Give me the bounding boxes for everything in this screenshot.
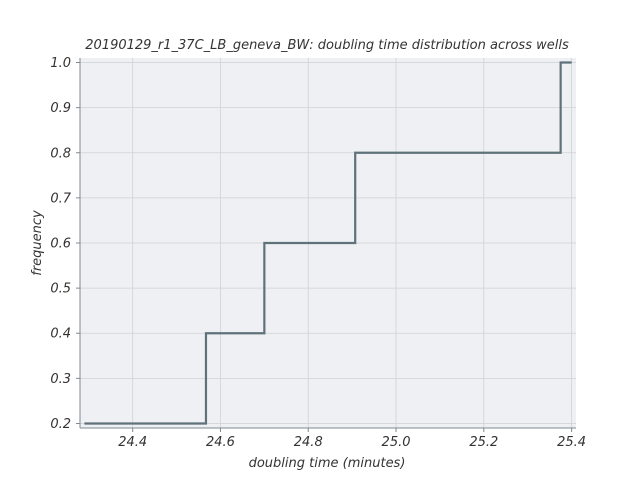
- y-tick-label: 1.0: [50, 56, 71, 71]
- y-tick-label: 0.9: [50, 101, 71, 116]
- y-tick-label: 0.3: [50, 372, 71, 387]
- x-tick-label: 25.0: [382, 435, 411, 450]
- series-line: [84, 61, 572, 425]
- x-tick-label: 24.8: [294, 435, 323, 450]
- chart-title: 20190129_r1_37C_LB_geneva_BW: doubling t…: [85, 38, 569, 53]
- x-tick-label: 24.6: [206, 435, 235, 450]
- y-tick-label: 0.6: [50, 237, 71, 252]
- y-tick-label: 0.5: [50, 282, 71, 297]
- y-tick-label: 0.4: [50, 327, 71, 342]
- y-tick-label: 0.7: [50, 191, 71, 206]
- x-tick-label: 25.4: [557, 435, 586, 450]
- x-axis-label: doubling time (minutes): [249, 456, 406, 471]
- x-tick-label: 24.4: [118, 435, 147, 450]
- x-tick-label: 25.2: [469, 435, 498, 450]
- ticks: 24.4 24.6 24.8 25.0 25.2 25.4 0.2 0.3 0.4 0.5 0.6 0…: [50, 56, 586, 450]
- y-tick-label: 0.8: [50, 146, 71, 161]
- series-layer: [84, 61, 572, 425]
- y-axis-label: frequency: [30, 210, 45, 276]
- y-tick-label: 0.2: [50, 417, 71, 432]
